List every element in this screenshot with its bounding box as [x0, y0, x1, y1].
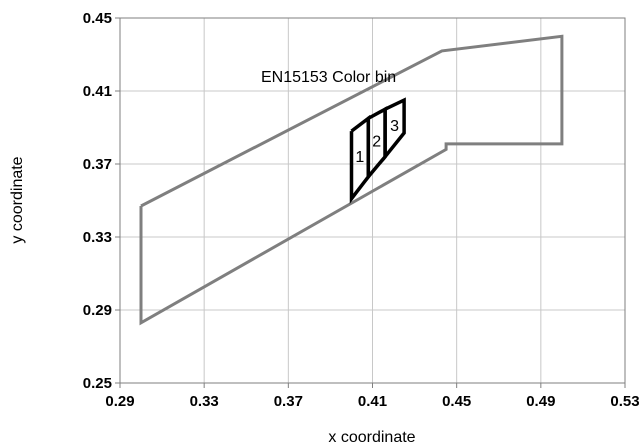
color-bin-label: 3: [390, 118, 399, 135]
x-tick-label: 0.37: [274, 393, 303, 410]
x-tick-label: 0.33: [190, 393, 219, 410]
y-tick-label: 0.37: [83, 156, 112, 173]
color-bin-label: 1: [355, 149, 364, 166]
y-tick-label: 0.29: [83, 302, 112, 319]
x-tick-label: 0.41: [358, 393, 387, 410]
x-tick-label: 0.45: [442, 393, 471, 410]
color-bin-label: 2: [372, 133, 381, 150]
y-tick-label: 0.41: [83, 83, 112, 100]
y-tick-label: 0.33: [83, 229, 112, 246]
y-axis-title: y coordinate: [9, 156, 26, 243]
y-tick-label: 0.25: [83, 375, 112, 392]
annotations: 123 EN15153 Color bin: [261, 69, 399, 166]
y-tick-labels: 0.25 0.29 0.33 0.37 0.41 0.45: [83, 10, 120, 392]
x-tick-labels: 0.29 0.33 0.37 0.41 0.45 0.49 0.53: [105, 383, 639, 410]
x-axis-title: x coordinate: [328, 429, 415, 446]
x-tick-label: 0.49: [526, 393, 555, 410]
x-tick-label: 0.29: [105, 393, 134, 410]
y-tick-label: 0.45: [83, 10, 112, 27]
annotation-label: EN15153 Color bin: [261, 69, 396, 86]
x-tick-label: 0.53: [610, 393, 639, 410]
